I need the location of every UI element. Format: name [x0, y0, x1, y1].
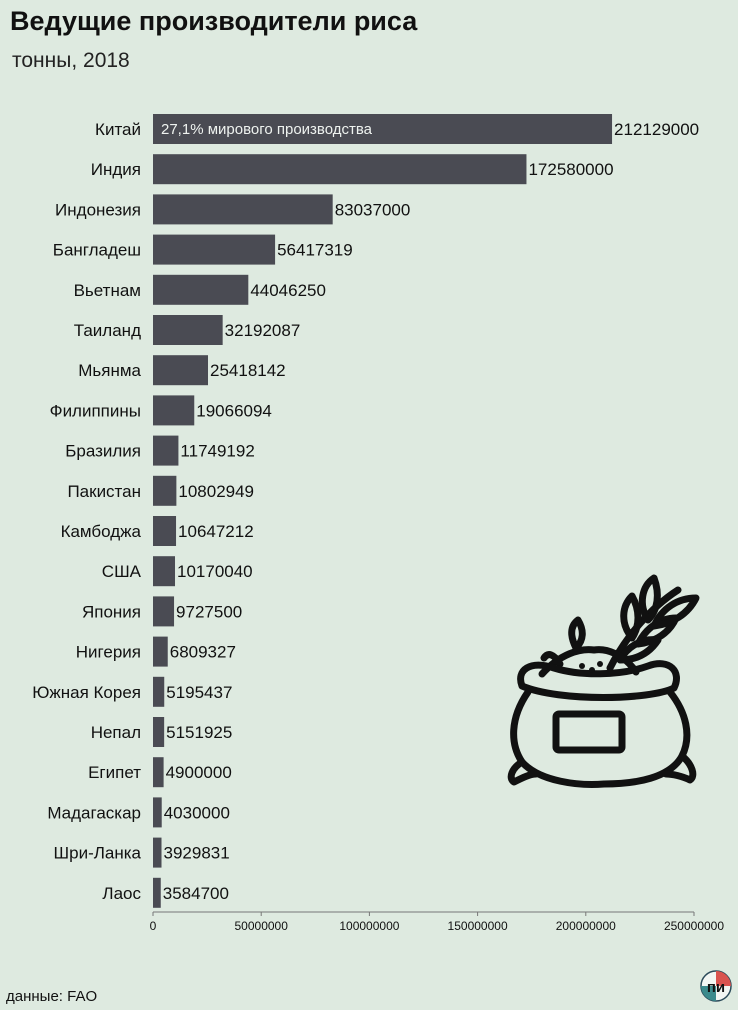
- x-tick-label: 0: [150, 919, 157, 933]
- category-label: Мадагаскар: [47, 803, 141, 822]
- data-label: 10170040: [177, 562, 253, 581]
- category-label: Таиланд: [74, 321, 141, 340]
- category-label: Нигерия: [76, 643, 141, 662]
- category-label: Индонезия: [55, 200, 141, 219]
- bar: [153, 114, 613, 144]
- bar: [153, 757, 164, 788]
- data-label: 3584700: [163, 884, 229, 903]
- data-label: 10647212: [178, 522, 254, 541]
- bar: [153, 274, 249, 305]
- chart-title: Ведущие производители риса: [10, 6, 418, 36]
- data-label: 19066094: [196, 401, 272, 420]
- category-label: Индия: [91, 160, 141, 179]
- bar: [153, 475, 177, 506]
- data-label: 172580000: [528, 160, 613, 179]
- category-label: Шри-Ланка: [54, 844, 142, 863]
- category-label: Пакистан: [67, 482, 141, 501]
- data-label: 11749192: [180, 442, 254, 461]
- data-label: 56417319: [277, 241, 353, 260]
- category-label: Камбоджа: [61, 522, 142, 541]
- category-label: Бразилия: [65, 442, 141, 461]
- x-tick-label: 250000000: [664, 919, 724, 933]
- bar: [153, 797, 162, 828]
- x-tick-label: 100000000: [339, 919, 399, 933]
- bar: [153, 837, 162, 868]
- bar: [153, 676, 165, 707]
- publisher-logo: пи: [700, 970, 732, 1002]
- bar: [153, 355, 209, 386]
- bar: [153, 516, 177, 546]
- bar: [153, 596, 175, 627]
- bar: [153, 194, 333, 225]
- bar: [153, 234, 276, 265]
- category-label: Южная Корея: [32, 683, 141, 702]
- data-label: 83037000: [335, 200, 411, 219]
- category-label: Япония: [82, 602, 141, 621]
- bar: [153, 154, 527, 185]
- category-label: Непал: [91, 723, 141, 742]
- logo-text: пи: [707, 979, 725, 996]
- bar-chart: Китай 212129000 27,1% мирового производств…: [32, 114, 724, 933]
- data-source: данные: FAO: [6, 988, 98, 1005]
- bar: [153, 717, 165, 747]
- data-label: 9727500: [176, 602, 242, 621]
- data-label: 4030000: [164, 803, 230, 822]
- x-tick-label: 50000000: [235, 919, 289, 933]
- category-label: Бангладеш: [53, 241, 141, 260]
- category-label: Египет: [88, 763, 141, 782]
- data-label: 44046250: [250, 281, 326, 300]
- category-label: Китай: [95, 120, 141, 139]
- bar: [153, 556, 176, 587]
- data-label: 10802949: [178, 482, 254, 501]
- category-label: Филиппины: [50, 401, 141, 420]
- bar: [153, 877, 161, 908]
- bar: [153, 435, 179, 466]
- category-label: Лаос: [102, 884, 141, 903]
- bar: [153, 636, 168, 667]
- category-label: США: [102, 562, 142, 581]
- data-label: 212129000: [614, 120, 699, 139]
- bar: [153, 395, 195, 426]
- x-tick-label: 150000000: [448, 919, 508, 933]
- data-label: 25418142: [210, 361, 286, 380]
- chart-subtitle: тонны, 2018: [12, 49, 130, 72]
- category-label: Мьянма: [78, 361, 141, 380]
- data-label: 3929831: [164, 844, 230, 863]
- data-label: 5195437: [166, 683, 232, 702]
- data-label: 5151925: [166, 723, 232, 742]
- data-label: 6809327: [170, 643, 236, 662]
- data-label: 32192087: [225, 321, 301, 340]
- rice-sack-icon: [507, 574, 700, 788]
- bar-annotation: 27,1% мирового производства: [161, 121, 373, 138]
- data-label: 4900000: [166, 763, 232, 782]
- bar: [153, 315, 223, 345]
- category-label: Вьетнам: [74, 281, 141, 300]
- x-tick-label: 200000000: [556, 919, 616, 933]
